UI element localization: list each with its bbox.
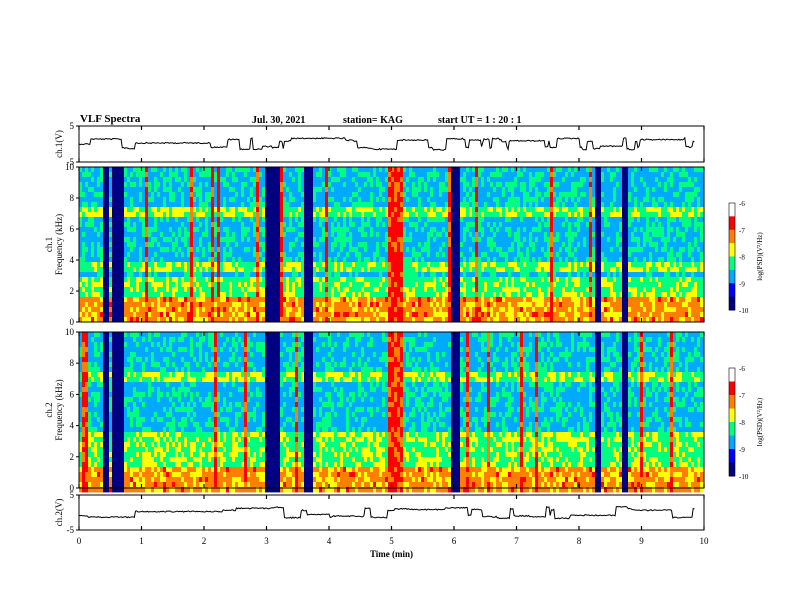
colorbar-tick-label: -10 — [739, 307, 749, 315]
y-tick-label: 2 — [70, 286, 75, 296]
y-tick-label: 6 — [70, 224, 75, 234]
figure-title: VLF Spectra — [80, 113, 141, 125]
colorbar-frame — [728, 367, 736, 477]
colorbar-1 — [729, 203, 735, 311]
x-tick-label: 7 — [514, 536, 519, 546]
y-axis-label: ch.1 — [44, 237, 54, 252]
x-tick-label: 1 — [139, 536, 144, 546]
waveform-frame — [78, 494, 705, 531]
x-tick-label: 4 — [327, 536, 332, 546]
y-tick-label: 4 — [70, 255, 75, 265]
colorbar-tick-label: -10 — [739, 473, 749, 481]
x-axis-label: Time (min) — [370, 549, 413, 559]
x-tick-label: 0 — [77, 536, 82, 546]
colorbar-tick-label: -6 — [739, 200, 745, 208]
waveform-frame — [78, 125, 705, 163]
x-tick-label: 3 — [264, 536, 269, 546]
x-tick-label: 6 — [452, 536, 457, 546]
colorbar-tick-label: -8 — [739, 419, 745, 427]
colorbar-tick-label: -9 — [739, 446, 745, 454]
waveform-trace — [78, 505, 695, 520]
colorbar-frame — [728, 202, 736, 311]
colorbar-label: log(PSD)(V²/Hz) — [756, 397, 764, 446]
y-axis-label: ch.1(V) — [54, 130, 64, 158]
y-tick-label: 5 — [70, 121, 75, 131]
start-ut-label: start UT = 1 : 20 : 1 — [438, 115, 522, 126]
y-tick-label: 8 — [70, 193, 75, 203]
y-tick-label: -5 — [67, 525, 75, 535]
x-tick-label: 10 — [700, 536, 710, 546]
y-tick-label: 8 — [70, 358, 75, 368]
y-tick-label: 6 — [70, 389, 75, 399]
spectrogram-cells-1 — [79, 167, 704, 323]
y-axis-label: ch.2 — [44, 402, 54, 417]
x-tick-label: 2 — [202, 536, 207, 546]
y-axis-label: Frequency (kHz) — [54, 214, 64, 275]
y-tick-label: 10 — [65, 162, 75, 172]
colorbar-label: log(PSD)(V²/Hz) — [756, 232, 764, 281]
y-axis-label: Frequency (kHz) — [54, 379, 64, 440]
date-label: Jul. 30, 2021 — [252, 115, 306, 126]
colorbar-tick-label: -6 — [739, 365, 745, 373]
y-tick-label: 10 — [65, 327, 75, 337]
y-tick-label: 0 — [70, 483, 75, 493]
x-tick-label: 8 — [577, 536, 582, 546]
colorbar-tick-label: -8 — [739, 254, 745, 262]
x-tick-label: 5 — [389, 536, 394, 546]
y-tick-label: 5 — [70, 490, 75, 500]
colorbar-2 — [729, 368, 735, 477]
waveform-trace — [78, 136, 695, 152]
station-label: station= KAG — [343, 115, 403, 126]
y-tick-label: 2 — [70, 452, 75, 462]
colorbar-tick-label: -9 — [739, 280, 745, 288]
y-tick-label: -5 — [67, 157, 75, 167]
y-axis-label: ch.2(V) — [54, 499, 64, 527]
spectrogram-cells-2 — [79, 332, 704, 493]
y-tick-label: 4 — [70, 421, 75, 431]
colorbar-tick-label: -7 — [739, 392, 745, 400]
colorbar-tick-label: -7 — [739, 227, 745, 235]
y-tick-label: 0 — [70, 317, 75, 327]
x-tick-label: 9 — [639, 536, 644, 546]
